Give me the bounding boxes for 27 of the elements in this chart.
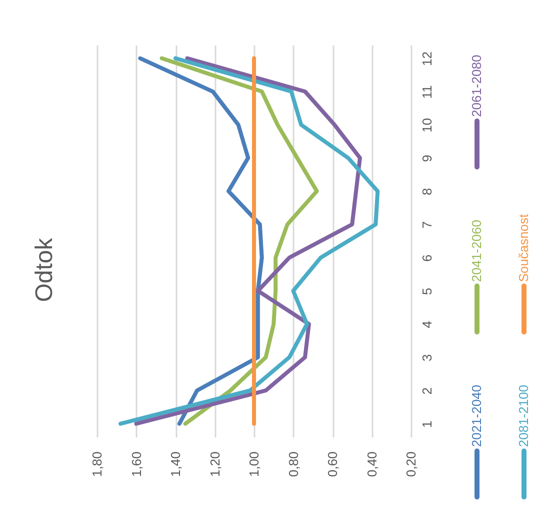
y-tick-label: 10 <box>420 118 434 132</box>
y-tick-label: 9 <box>420 154 434 162</box>
x-tick-label: 1,40 <box>168 452 183 477</box>
text: 2021-2040 <box>469 384 484 447</box>
y-tick-label: 1 <box>420 420 434 428</box>
y-tick-label: 2 <box>420 387 434 395</box>
text: Současnost <box>516 214 531 282</box>
y-tick-label: 8 <box>420 188 434 196</box>
y-tick-label: 12 <box>420 52 434 66</box>
x-tick-label: 0,40 <box>364 452 380 477</box>
y-tick-label: 4 <box>420 320 434 328</box>
x-tick-label: 0,80 <box>286 452 301 477</box>
x-tick-label: 1,80 <box>90 452 104 477</box>
y-tick-label: 11 <box>420 85 434 99</box>
text: Odtok <box>31 236 58 302</box>
x-tick-label: 1,20 <box>207 452 222 477</box>
y-tick-label: 5 <box>420 288 434 295</box>
x-tick-label: 1,00 <box>246 452 262 477</box>
text: 2041-2060 <box>469 220 484 282</box>
x-tick-label: 0,60 <box>325 452 340 477</box>
y-tick-label: 6 <box>420 254 434 262</box>
y-tick-label: 7 <box>420 221 434 229</box>
x-tick-label: 1,60 <box>128 452 144 477</box>
y-tick-label: 3 <box>420 354 434 362</box>
text: 2061-2080 <box>469 54 484 117</box>
x-tick-label: 0,20 <box>404 452 418 477</box>
text: 2081-2100 <box>516 384 531 447</box>
